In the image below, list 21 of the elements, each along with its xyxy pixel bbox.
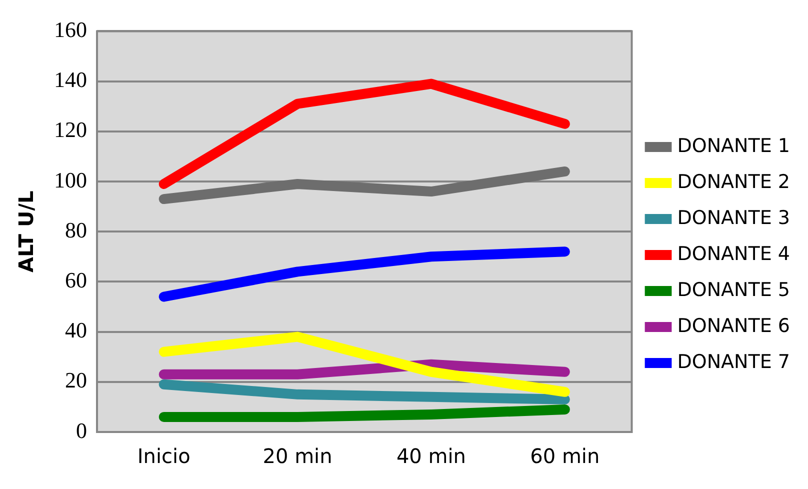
y-tick-label: 60 — [65, 267, 87, 292]
y-tick-label: 140 — [54, 67, 87, 92]
legend-label: DONANTE 3 — [677, 206, 790, 229]
y-axis-title: ALT U/L — [14, 190, 38, 273]
y-tick-label: 160 — [54, 16, 87, 42]
y-tick-label: 80 — [65, 217, 87, 242]
legend-label: DONANTE 1 — [677, 134, 790, 157]
x-tick-label: Inicio — [137, 444, 190, 468]
y-tick-label: 20 — [65, 368, 87, 393]
legend-label: DONANTE 5 — [677, 278, 790, 301]
x-tick-label: 40 min — [396, 444, 466, 468]
y-tick-label: 40 — [65, 318, 87, 343]
legend-label: DONANTE 7 — [677, 350, 790, 373]
y-tick-label: 0 — [76, 418, 87, 443]
y-tick-label: 120 — [54, 117, 87, 142]
legend-label: DONANTE 4 — [677, 242, 790, 265]
legend-label: DONANTE 6 — [677, 314, 790, 337]
x-tick-label: 60 min — [530, 444, 600, 468]
y-tick-label: 100 — [54, 167, 87, 192]
legend-label: DONANTE 2 — [677, 170, 790, 193]
x-tick-label: 20 min — [262, 444, 332, 468]
